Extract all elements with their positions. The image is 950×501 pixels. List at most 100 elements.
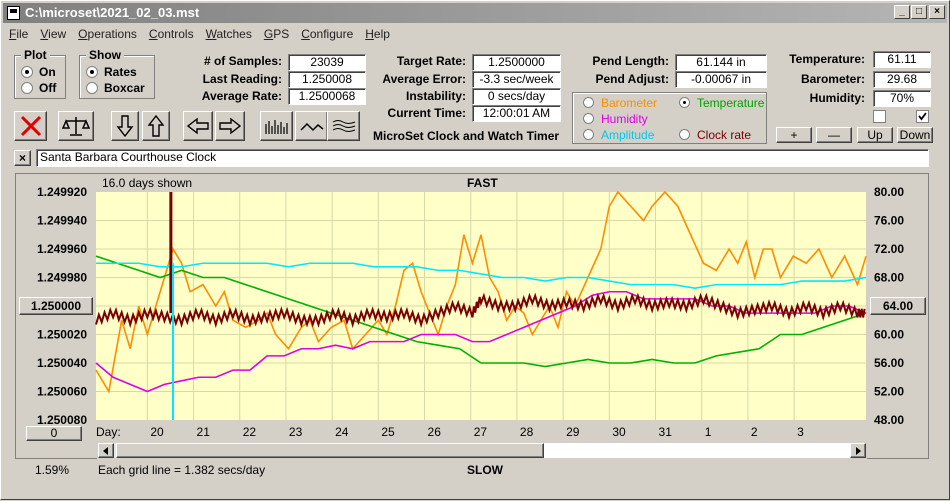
arrow-up-icon: [147, 114, 165, 137]
app-icon: [7, 6, 20, 20]
red-x-icon: [20, 115, 41, 137]
option-checkbox-1[interactable]: [873, 110, 886, 123]
y-left-tick: 1.249960: [37, 242, 87, 256]
menu-file[interactable]: File: [9, 27, 29, 41]
zero-button[interactable]: 0: [26, 426, 82, 441]
y-right-tick: 80.00: [874, 185, 904, 199]
pend-length-label: Pend Length:: [592, 54, 669, 68]
minimize-button[interactable]: _: [894, 5, 910, 19]
maximize-button[interactable]: □: [911, 5, 927, 19]
menu-gps[interactable]: GPS: [263, 27, 290, 41]
scroll-thumb[interactable]: [116, 443, 544, 458]
clear-data-button[interactable]: [14, 111, 47, 141]
scroll-track[interactable]: [544, 443, 850, 458]
time-scrollbar[interactable]: [97, 442, 867, 459]
line-graph-button[interactable]: [295, 111, 328, 141]
samples-label: # of Samples:: [203, 54, 282, 68]
plot-on-radio[interactable]: On: [21, 65, 56, 79]
bar-graph-button[interactable]: [260, 111, 293, 141]
show-group-title: Show: [86, 48, 124, 62]
pend-length-field[interactable]: 61.144 in: [675, 54, 767, 71]
minus-button[interactable]: —: [816, 127, 852, 143]
percent-label: 1.59%: [35, 463, 70, 477]
scroll-right-arrow[interactable]: [850, 443, 866, 458]
radio-icon: [583, 129, 594, 140]
samples-field: 23039: [288, 54, 366, 71]
close-clock-button[interactable]: ×: [14, 150, 31, 166]
menu-operations[interactable]: Operations: [78, 27, 137, 41]
smooth-graph-button[interactable]: [327, 111, 360, 141]
scroll-up-button[interactable]: [142, 111, 170, 141]
option-checkbox-2[interactable]: [916, 110, 929, 123]
menu-help[interactable]: Help: [365, 27, 390, 41]
barometer-series-line: [95, 190, 867, 394]
y-left-tick: 1.250060: [37, 385, 87, 399]
checkmark-icon: [918, 112, 927, 121]
left-center-button[interactable]: 1.250000: [19, 297, 93, 315]
x-tick: 26: [428, 425, 442, 439]
clock_rate-series-line: [95, 292, 866, 329]
scroll-left-arrow[interactable]: [98, 443, 114, 458]
multi-wave-icon: [332, 120, 355, 132]
menu-configure[interactable]: Configure: [301, 27, 354, 41]
scroll-down-button[interactable]: [111, 111, 139, 141]
temperature-label: Temperature:: [789, 52, 865, 66]
balance-button[interactable]: [58, 111, 94, 141]
x-tick: 21: [197, 425, 211, 439]
temperature-field: 61.11: [873, 51, 931, 68]
show-rates-radio[interactable]: Rates: [86, 65, 137, 79]
average-rate-field: 1.2500068: [288, 88, 366, 105]
temperature-option[interactable]: Temperature: [679, 96, 764, 110]
last-reading-field: 1.250008: [288, 71, 366, 88]
menu-view[interactable]: View: [40, 27, 67, 41]
humidity-option[interactable]: Humidity: [583, 112, 648, 126]
down-button[interactable]: Down: [897, 127, 933, 143]
y-right-tick: 52.00: [874, 385, 904, 399]
show-group: Show: [79, 48, 155, 99]
target-rate-field[interactable]: 1.2500000: [472, 54, 561, 71]
plot-off-radio[interactable]: Off: [21, 81, 56, 95]
up-button[interactable]: Up: [857, 127, 893, 143]
x-tick: 28: [520, 425, 534, 439]
menu-watches[interactable]: Watches: [205, 27, 252, 41]
show-boxcar-radio[interactable]: Boxcar: [86, 81, 145, 95]
scale-icon: [61, 117, 91, 136]
plus-button[interactable]: +: [776, 127, 812, 143]
humidity-option-label: Humidity: [601, 112, 648, 126]
right-center-button[interactable]: 64.00: [870, 297, 926, 315]
x-tick: 31: [659, 425, 673, 439]
radio-selected-icon: [679, 97, 690, 108]
scroll-right-button[interactable]: [215, 111, 245, 141]
arrow-right-icon: [219, 117, 242, 135]
temperature-series-line: [95, 255, 867, 368]
overlay-options-group: [572, 92, 767, 144]
triangle-left-icon: [103, 446, 108, 455]
title-bar: C:\microset\2021_02_03.mst: [3, 3, 947, 23]
current-time-label: Current Time:: [387, 106, 466, 120]
current-time-field: 12:00:01 AM: [472, 105, 561, 122]
pend-adjust-label: Pend Adjust:: [595, 72, 669, 86]
temperature-option-label: Temperature: [697, 96, 765, 110]
clock-rate-option-label: Clock rate: [697, 128, 752, 142]
amplitude-option[interactable]: Amplitude: [583, 128, 654, 142]
barometer-option[interactable]: Barometer: [583, 96, 657, 110]
menu-controls[interactable]: Controls: [148, 27, 194, 41]
scroll-left-button[interactable]: [183, 111, 213, 141]
y-left-tick: 1.249940: [37, 214, 87, 228]
close-window-button[interactable]: ×: [929, 5, 945, 19]
clock-name-field[interactable]: Santa Barbara Courthouse Clock: [36, 149, 929, 167]
pend-adjust-field: -0.00067 in: [675, 71, 767, 88]
radio-selected-icon: [86, 66, 98, 78]
y-right-tick: 56.00: [874, 356, 904, 370]
window-title: C:\microset\2021_02_03.mst: [25, 5, 200, 20]
x-tick: 20: [150, 425, 164, 439]
amplitude-option-label: Amplitude: [601, 128, 655, 142]
x-tick: 2: [751, 425, 758, 439]
clock-rate-option[interactable]: Clock rate: [679, 128, 751, 142]
x-tick: 30: [612, 425, 626, 439]
radio-icon: [583, 97, 594, 108]
y-left-tick: 1.249920: [37, 185, 87, 199]
y-left-tick: 1.249980: [37, 271, 87, 285]
